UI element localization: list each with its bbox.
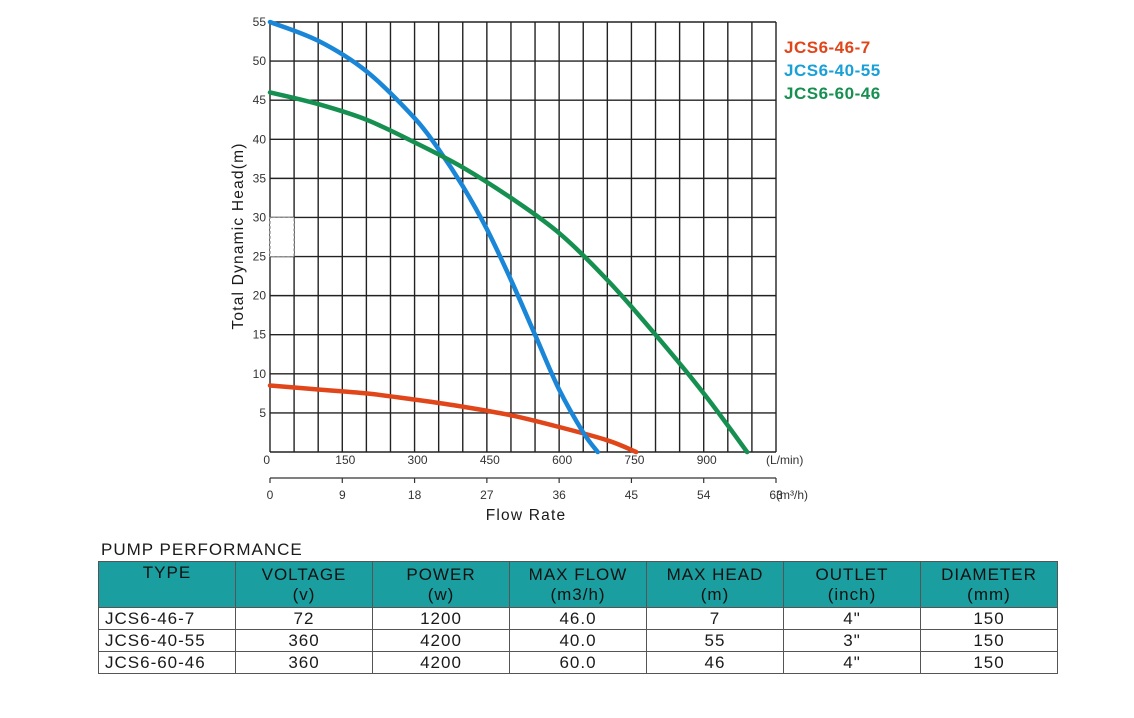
- dashed-marker-box: [269, 216, 295, 258]
- x-tick-label-m3h: 36: [552, 488, 566, 502]
- cell-type: JCS6-46-7: [98, 607, 236, 630]
- cell-max-flow: 60.0: [509, 651, 647, 674]
- header-power: POWER (w): [372, 561, 510, 608]
- table-header-row: TYPE VOLTAGE (v) POWER (w) MAX FLOW (m3/h) …: [98, 561, 1058, 608]
- cell-outlet: 4": [783, 651, 921, 674]
- cell-power: 4200: [372, 629, 510, 652]
- y-tick-labels: 55 50 45 40 35 30 25 20 15 10 5: [253, 15, 267, 420]
- cell-type: JCS6-60-46: [98, 651, 236, 674]
- x-tick-label-m3h: 27: [480, 488, 494, 502]
- y-tick-label: 35: [253, 171, 267, 185]
- cell-max-head: 7: [646, 607, 784, 630]
- x-tick-label-lpm: 750: [624, 453, 644, 467]
- y-tick-label: 15: [253, 328, 267, 342]
- x-tick-label-lpm: 150: [335, 453, 355, 467]
- performance-title: PUMP PERFORMANCE: [101, 540, 303, 559]
- x-tick-labels: 0 150 300 450 600 750 900 0 9 18 27 36 45 54 63: [263, 453, 783, 502]
- header-type: TYPE: [98, 561, 236, 608]
- x-tick-label-lpm: 900: [697, 453, 717, 467]
- legend-item-jcs6-46-7: JCS6-46-7: [784, 38, 871, 57]
- y-tick-label: 20: [253, 289, 267, 303]
- x-unit-m3h: (m³/h): [776, 488, 808, 502]
- cell-outlet: 3": [783, 629, 921, 652]
- x-tick-label-m3h: 9: [339, 488, 346, 502]
- x-unit-lpm: (L/min): [766, 453, 803, 467]
- performance-table: TYPE VOLTAGE (v) POWER (w) MAX FLOW (m3/h) …: [98, 561, 1058, 674]
- x-tick-label-m3h: 63: [769, 488, 783, 502]
- cell-voltage: 360: [235, 651, 373, 674]
- y-axis-label: Total Dynamic Head(m): [230, 142, 247, 329]
- header-max-flow: MAX FLOW (m3/h): [509, 561, 647, 608]
- cell-type: JCS6-40-55: [98, 629, 236, 652]
- x-tick-label-lpm: 300: [408, 453, 428, 467]
- header-diameter: DIAMETER (mm): [920, 561, 1058, 608]
- cell-diameter: 150: [920, 629, 1058, 652]
- x-tick-label-lpm: 0: [263, 453, 270, 467]
- table-row: JCS6-40-55 360 4200 40.0 55 3" 150: [98, 629, 1058, 652]
- series-line-jcs6-40-55: [267, 19, 600, 455]
- legend-item-jcs6-60-46: JCS6-60-46: [784, 84, 881, 103]
- x-axis-label: Flow Rate: [486, 507, 567, 524]
- cell-max-flow: 46.0: [509, 607, 647, 630]
- cell-voltage: 72: [235, 607, 373, 630]
- y-tick-label: 5: [259, 406, 266, 420]
- y-tick-label: 55: [253, 15, 267, 29]
- y-tick-label: 45: [253, 93, 267, 107]
- cell-diameter: 150: [920, 651, 1058, 674]
- y-tick-label: 50: [253, 54, 267, 68]
- cell-max-flow: 40.0: [509, 629, 647, 652]
- x-tick-label-lpm: 600: [552, 453, 572, 467]
- x-tick-label-lpm: 450: [480, 453, 500, 467]
- header-outlet: OUTLET (inch): [783, 561, 921, 608]
- header-voltage: VOLTAGE (v): [235, 561, 373, 608]
- header-max-head: MAX HEAD (m): [646, 561, 784, 608]
- cell-diameter: 150: [920, 607, 1058, 630]
- y-tick-label: 10: [253, 367, 267, 381]
- cell-outlet: 4": [783, 607, 921, 630]
- x-tick-label-m3h: 54: [697, 488, 711, 502]
- series-line-jcs6-46-7: [267, 383, 639, 455]
- legend-item-jcs6-40-55: JCS6-40-55: [784, 61, 881, 80]
- x-tick-label-m3h: 18: [408, 488, 422, 502]
- table-row: JCS6-60-46 360 4200 60.0 46 4" 150: [98, 651, 1058, 674]
- x-tick-label-m3h: 45: [625, 488, 639, 502]
- y-tick-label: 25: [253, 250, 267, 264]
- y-tick-label: 30: [253, 210, 267, 224]
- chart-legend: JCS6-46-7 JCS6-40-55 JCS6-60-46: [784, 36, 881, 105]
- table-row: JCS6-46-7 72 1200 46.0 7 4" 150: [98, 607, 1058, 630]
- x-tick-label-m3h: 0: [267, 488, 274, 502]
- dashed-box-rect: [269, 216, 295, 258]
- series-line-jcs6-60-46: [267, 90, 750, 455]
- cell-power: 4200: [372, 651, 510, 674]
- series-lines: [267, 19, 750, 455]
- cell-max-head: 55: [646, 629, 784, 652]
- cell-max-head: 46: [646, 651, 784, 674]
- cell-power: 1200: [372, 607, 510, 630]
- y-tick-label: 40: [253, 132, 267, 146]
- cell-voltage: 360: [235, 629, 373, 652]
